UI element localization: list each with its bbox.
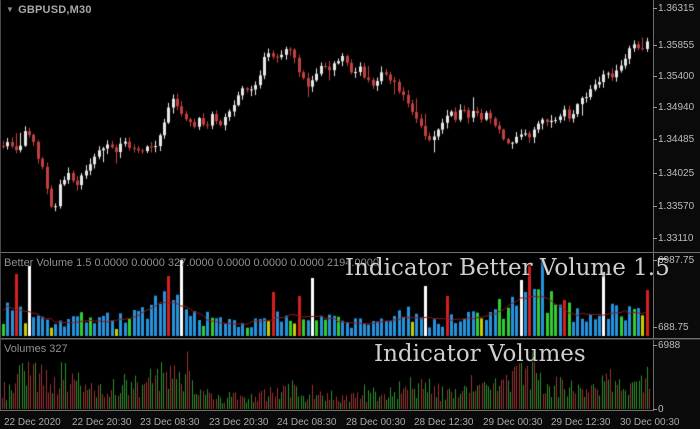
- axis-tick: [653, 173, 657, 174]
- price-scale-axis-line: [653, 0, 654, 411]
- axis-tick: [653, 76, 657, 77]
- axis-tick: [653, 260, 657, 261]
- time-scale-label: 22 Dec 20:30: [72, 417, 132, 428]
- axis-tick: [653, 345, 657, 346]
- panel-separator-shadow: [0, 339, 700, 340]
- axis-tick: [653, 206, 657, 207]
- time-scale-label: 29 Dec 00:30: [483, 417, 543, 428]
- indicator-scale-label: 0: [658, 404, 664, 415]
- price-scale-label: 1.35400: [658, 71, 695, 82]
- price-scale-label: 1.33570: [658, 201, 695, 212]
- volumes-overlay-caption: Indicator Volumes: [374, 341, 586, 367]
- panel-separator-main-bv[interactable]: [0, 252, 700, 253]
- price-scale-label: 1.36315: [658, 3, 695, 14]
- better-volume-overlay-caption: Indicator Better Volume 1.5: [345, 255, 670, 281]
- time-scale-label: 29 Dec 12:30: [551, 417, 611, 428]
- indicator-scale-label: 688.75: [658, 322, 689, 333]
- time-scale-label: 23 Dec 08:30: [140, 417, 200, 428]
- symbol-timeframe-text: GBPUSD,M30: [18, 4, 92, 16]
- axis-tick: [653, 107, 657, 108]
- panel-left-border: [0, 0, 1, 410]
- time-scale-label: 30 Dec 00:30: [620, 417, 680, 428]
- price-scale-label: 1.34940: [658, 102, 695, 113]
- chart-symbol-label: ▼ GBPUSD,M30: [6, 4, 92, 16]
- time-scale-label: 23 Dec 20:30: [209, 417, 269, 428]
- axis-tick: [653, 409, 657, 410]
- time-scale-label: 28 Dec 12:30: [414, 417, 474, 428]
- indicator-scale-label: 6987.75: [658, 255, 695, 266]
- panel-separator-bv-volumes[interactable]: [0, 338, 700, 339]
- axis-tick: [653, 139, 657, 140]
- price-scale-label: 1.34485: [658, 134, 695, 145]
- axis-tick: [653, 45, 657, 46]
- indicator-scale-label: 6988: [658, 340, 681, 351]
- time-scale-label: 28 Dec 00:30: [346, 417, 406, 428]
- price-scale-label: 1.34025: [658, 168, 695, 179]
- axis-tick: [653, 327, 657, 328]
- chevron-down-icon[interactable]: ▼: [6, 5, 15, 14]
- axis-tick: [653, 8, 657, 9]
- time-scale-label: 24 Dec 08:30: [277, 417, 337, 428]
- volumes-indicator-title: Volumes 327: [4, 343, 68, 355]
- price-scale-label: 1.33110: [658, 233, 694, 244]
- better-volume-indicator-title: Better Volume 1.5 0.0000 0.0000 327.0000…: [4, 257, 379, 269]
- price-scale-label: 1.35855: [658, 40, 695, 51]
- time-axis-separator: [0, 410, 654, 411]
- time-scale-label: 22 Dec 2020: [4, 417, 61, 428]
- axis-tick: [653, 238, 657, 239]
